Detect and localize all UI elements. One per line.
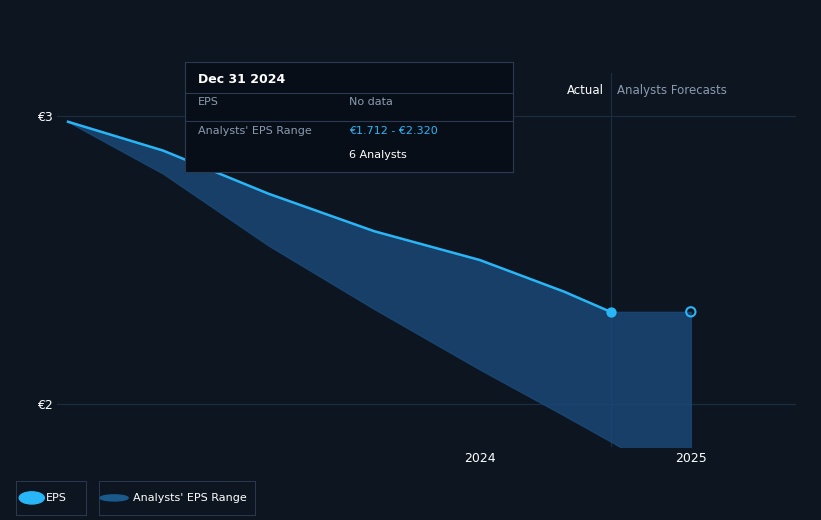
Point [684, 483, 697, 491]
Text: Analysts' EPS Range: Analysts' EPS Range [198, 126, 312, 136]
Point [684, 308, 697, 316]
Text: No data: No data [349, 97, 392, 107]
Text: 6 Analysts: 6 Analysts [349, 150, 406, 160]
Circle shape [19, 492, 44, 504]
Circle shape [100, 495, 128, 501]
Text: Actual: Actual [567, 84, 604, 97]
Text: €1.712 - €2.320: €1.712 - €2.320 [349, 126, 438, 136]
Text: Analysts Forecasts: Analysts Forecasts [617, 84, 727, 97]
Text: EPS: EPS [46, 493, 67, 503]
Point [604, 308, 617, 316]
Text: Analysts' EPS Range: Analysts' EPS Range [133, 493, 246, 503]
Text: Dec 31 2024: Dec 31 2024 [198, 73, 285, 86]
Text: EPS: EPS [198, 97, 218, 107]
